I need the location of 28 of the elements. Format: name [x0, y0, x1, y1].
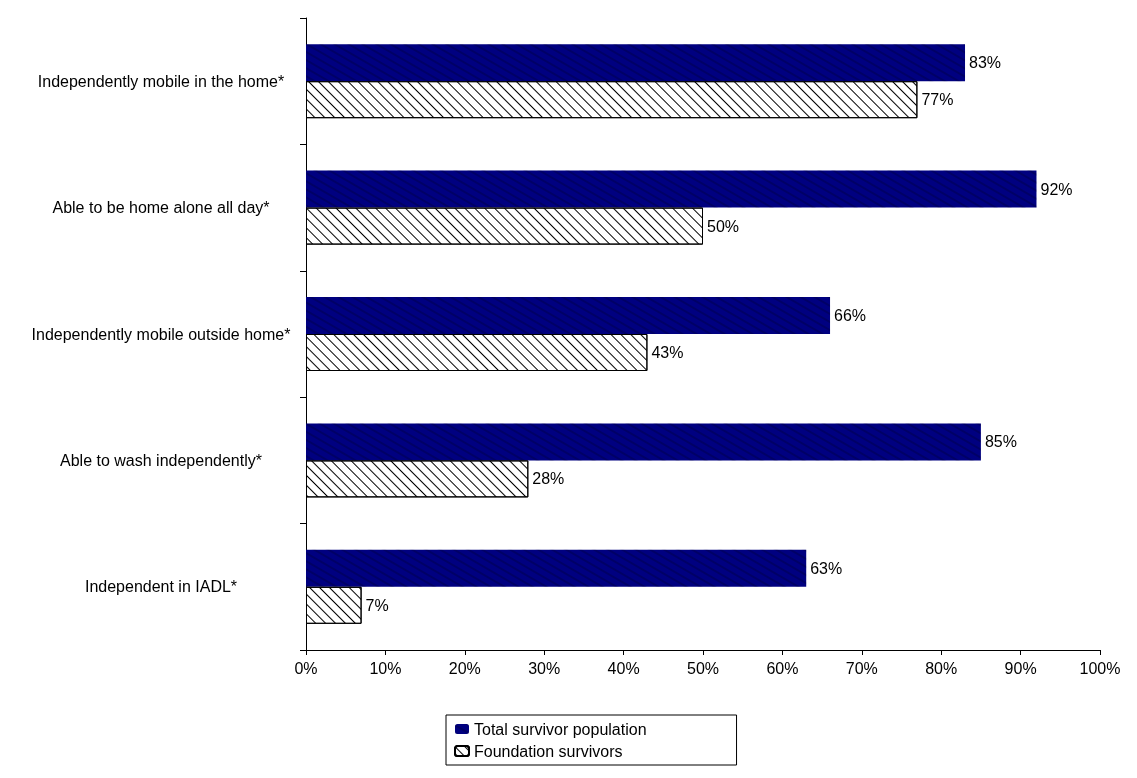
y-tick-label: Able to be home alone all day*: [52, 199, 270, 217]
x-tick-label: 70%: [845, 659, 878, 677]
data-label: 50%: [707, 217, 740, 235]
x-tick-label: 40%: [607, 659, 640, 677]
y-tick-label: Independent in IADL*: [84, 578, 238, 596]
data-label: 92%: [1040, 180, 1073, 198]
x-tick-label: 30%: [528, 659, 561, 677]
x-tick-label: 80%: [925, 659, 958, 677]
data-label: 63%: [810, 559, 843, 577]
y-tick-label: Able to wash independently*: [60, 451, 262, 469]
x-tick-label: 90%: [1004, 659, 1037, 677]
x-tick-label: 0%: [294, 659, 318, 677]
data-label: 77%: [921, 91, 954, 109]
x-tick-label: 50%: [686, 659, 720, 677]
data-label: 85%: [984, 433, 1017, 451]
y-tick-label: Independently mobile in the home*: [37, 72, 285, 90]
x-tick-label: 20%: [448, 659, 481, 677]
data-label: 7%: [365, 596, 389, 614]
data-label: 28%: [532, 470, 565, 488]
legend-label: Total survivor population: [474, 720, 647, 738]
y-tick-label: Independently mobile outside home*: [31, 325, 291, 343]
legend-label: Foundation survivors: [474, 742, 623, 760]
data-label: 43%: [651, 344, 684, 361]
data-label: 66%: [834, 307, 867, 324]
x-tick-label: 100%: [1079, 659, 1121, 677]
x-tick-label: 60%: [766, 659, 799, 677]
data-label: 83%: [969, 54, 1002, 72]
x-tick-label: 10%: [369, 659, 402, 677]
